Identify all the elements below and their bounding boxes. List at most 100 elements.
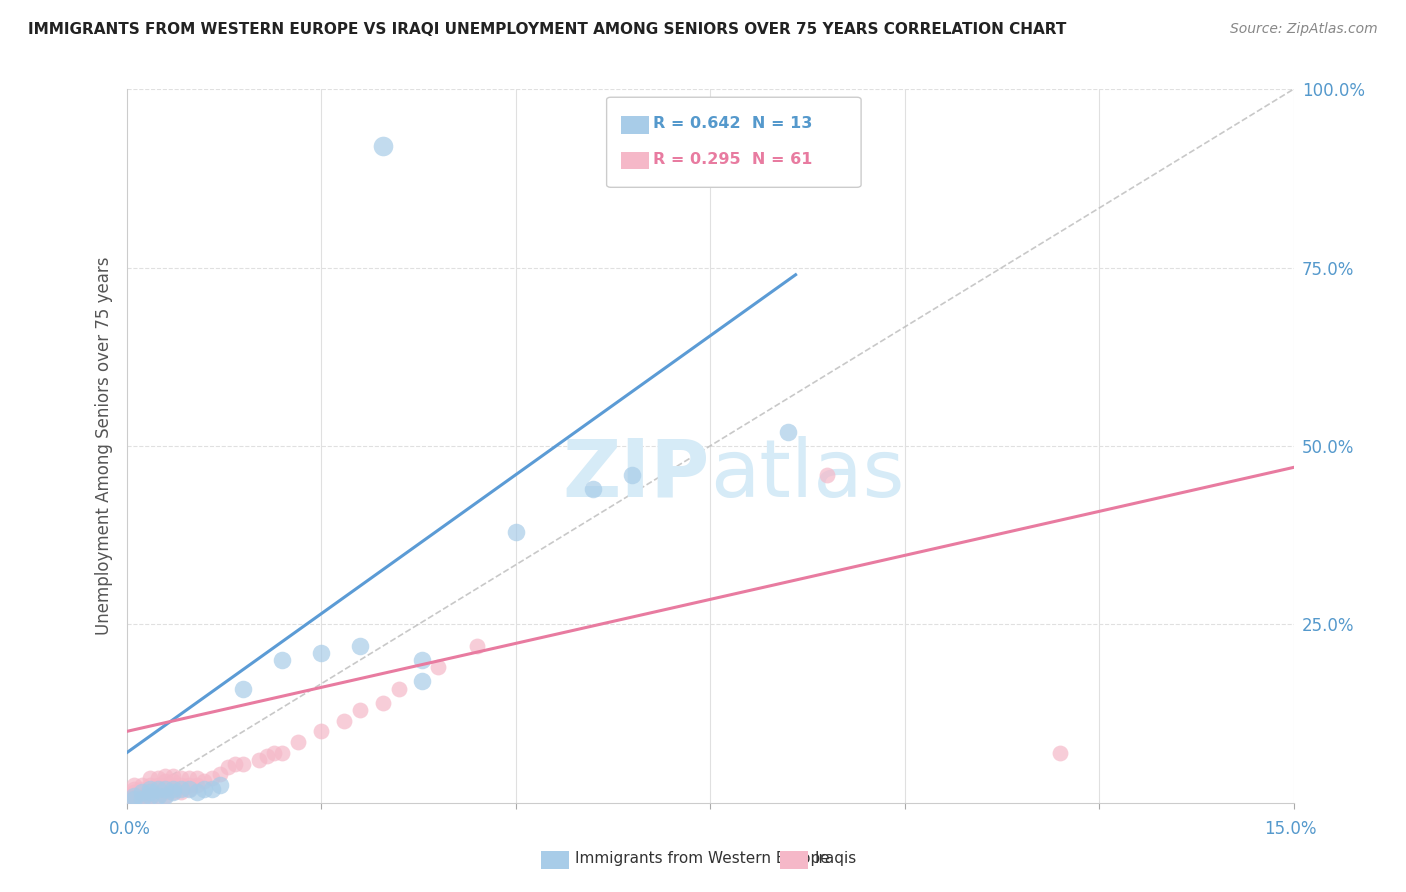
Point [124,789,146,803]
Point [162,785,184,799]
Point [170,778,193,792]
Point [621,467,644,482]
Point [186,785,208,799]
Point [131,778,153,792]
Point [131,792,153,806]
Text: R = 0.295  N = 61: R = 0.295 N = 61 [652,153,813,167]
Point [373,696,395,710]
Text: R = 0.642  N = 13: R = 0.642 N = 13 [652,117,813,131]
Point [131,785,153,799]
Point [776,425,799,439]
Point [146,789,169,803]
Point [271,653,294,667]
Point [411,674,433,689]
Point [155,769,177,783]
Point [815,467,838,482]
Point [186,771,208,785]
Point [146,781,169,796]
Point [124,781,146,796]
Point [349,639,371,653]
Text: IMMIGRANTS FROM WESTERN EUROPE VS IRAQI UNEMPLOYMENT AMONG SENIORS OVER 75 YEARS: IMMIGRANTS FROM WESTERN EUROPE VS IRAQI … [28,22,1067,37]
Point [124,785,146,799]
Point [271,746,294,760]
Point [309,724,332,739]
Point [170,771,193,785]
Point [162,774,184,789]
Point [162,785,184,799]
Point [201,781,224,796]
Point [256,749,278,764]
Point [177,778,200,792]
Point [186,778,208,792]
Text: 15.0%: 15.0% [1264,820,1317,838]
Point [582,482,605,496]
Point [177,771,200,785]
Y-axis label: Unemployment Among Seniors over 75 years: Unemployment Among Seniors over 75 years [94,257,112,635]
Point [263,746,285,760]
Point [162,781,184,796]
Point [146,778,169,792]
Point [139,789,162,803]
Point [139,785,162,799]
Point [139,771,162,785]
Point [287,735,309,749]
Text: Iraqis: Iraqis [814,852,856,866]
Point [193,774,215,789]
Point [224,756,246,771]
Point [170,785,193,799]
Point [124,778,146,792]
Point [139,792,162,806]
Text: Source: ZipAtlas.com: Source: ZipAtlas.com [1230,22,1378,37]
Point [155,781,177,796]
Text: atlas: atlas [710,435,904,514]
Point [465,639,488,653]
Point [193,781,215,796]
Point [247,753,270,767]
Point [426,660,449,674]
Point [155,778,177,792]
Point [411,653,433,667]
Point [139,785,162,799]
Point [232,756,254,771]
Point [170,781,193,796]
Point [155,789,177,803]
Point [373,139,395,153]
Point [124,789,146,803]
Point [139,781,162,796]
Text: Immigrants from Western Europe: Immigrants from Western Europe [575,852,830,866]
Point [139,781,162,796]
Point [146,781,169,796]
Point [162,778,184,792]
Point [131,789,153,803]
Point [170,781,193,796]
Point [208,778,231,792]
Text: 0.0%: 0.0% [108,820,150,838]
Point [131,792,153,806]
Point [177,781,200,796]
Point [139,778,162,792]
Point [208,767,231,781]
Point [201,771,224,785]
Point [146,771,169,785]
Point [309,646,332,660]
Point [177,781,200,796]
Point [155,781,177,796]
Point [131,785,153,799]
Point [1049,746,1071,760]
Point [505,524,527,539]
Point [146,785,169,799]
Point [217,760,239,774]
Point [131,781,153,796]
Point [232,681,254,696]
Point [155,789,177,803]
Point [162,781,184,796]
Point [146,789,169,803]
Point [333,714,356,728]
Point [388,681,411,696]
Point [349,703,371,717]
Point [155,774,177,789]
Point [124,792,146,806]
Point [155,785,177,799]
Point [139,789,162,803]
Point [162,769,184,783]
